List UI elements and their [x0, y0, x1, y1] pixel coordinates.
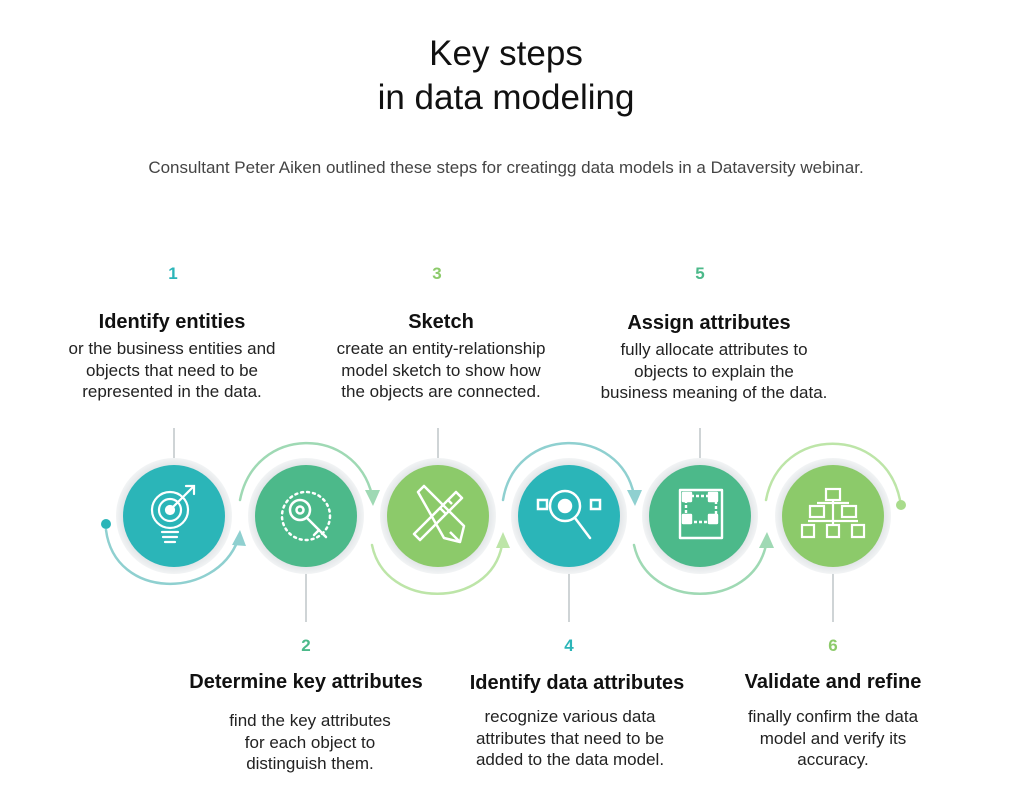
flow-arc-4	[501, 441, 636, 502]
flow-arc-1	[104, 528, 240, 585]
blueprint-icon	[678, 488, 724, 540]
step-desc-5: fully allocate attributes to objects to …	[600, 340, 828, 402]
step-number-5: 5	[695, 264, 705, 283]
flow-start-dot	[101, 519, 111, 529]
step-number-3: 3	[432, 264, 442, 283]
pencil-ruler-icon	[412, 484, 466, 544]
hierarchy-icon	[800, 487, 866, 539]
flow-arc-2	[238, 441, 374, 502]
flow-arrow-2	[365, 490, 380, 506]
step-circle-5	[642, 458, 758, 574]
flow-arrow-4	[627, 490, 642, 506]
flow-arc-6	[764, 442, 902, 502]
step-number-6: 6	[828, 636, 838, 655]
step-circle-2	[248, 458, 364, 574]
step-title-4: Identify data attributes	[469, 672, 685, 694]
step-title-1: Identify entities	[98, 311, 246, 333]
flow-arc-5	[632, 543, 768, 595]
step-title-3: Sketch	[408, 311, 474, 333]
flow-arrow-3	[496, 532, 510, 548]
flow-arc-3	[370, 543, 504, 595]
key-icon	[280, 490, 332, 542]
flow-arrow-1	[232, 530, 246, 546]
flow-end-dot	[896, 500, 906, 510]
step-desc-1: or the business entities and objects tha…	[68, 339, 276, 401]
target-bulb-icon	[150, 484, 196, 544]
step-circle-3	[380, 458, 496, 574]
step-number-2: 2	[301, 636, 311, 655]
page-title: Key steps in data modeling	[0, 32, 1012, 120]
page-subtitle: Consultant Peter Aiken outlined these st…	[148, 158, 864, 177]
title-line-2: in data modeling	[377, 78, 635, 117]
title-line-1: Key steps	[429, 34, 583, 73]
step-number-1: 1	[168, 264, 178, 283]
step-title-5: Assign attributes	[627, 312, 791, 334]
flow-arrow-5	[759, 532, 774, 548]
step-desc-2: find the key attributes for each object …	[229, 711, 391, 773]
step-number-4: 4	[564, 636, 574, 655]
step-circle-4	[511, 458, 627, 574]
step-circle-1	[116, 458, 232, 574]
step-desc-3: create an entity-relationship model sket…	[336, 339, 546, 401]
step-title-6: Validate and refine	[744, 671, 922, 693]
step-desc-6: finally confirm the data model and verif…	[747, 707, 919, 769]
step-title-2: Determine key attributes	[189, 671, 423, 693]
magnifier-icon	[536, 489, 602, 540]
step-desc-4: recognize various data attributes that n…	[475, 707, 665, 769]
